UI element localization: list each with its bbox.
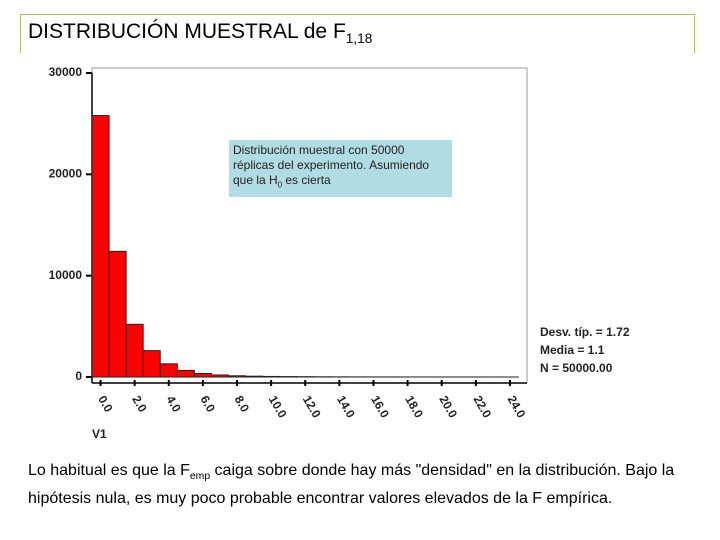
plot-area — [91, 67, 528, 384]
stat-label: Desv. típ. = 1.72 — [540, 325, 630, 339]
bar — [176, 369, 195, 378]
x-tick-label: 6.0 — [198, 393, 219, 415]
annotation: Distribución muestral con 50000 réplicas… — [229, 140, 452, 197]
x-tick-label: 0.0 — [95, 393, 116, 415]
bar — [193, 372, 212, 378]
annotation-sub: 0 — [277, 180, 283, 190]
bar — [108, 250, 127, 378]
x-tick-label: 22.0 — [470, 393, 494, 421]
x-tick-label: 4.0 — [163, 393, 184, 415]
paragraph: Lo habitual es que la Femp caiga sobre d… — [28, 460, 678, 510]
x-tick-label: 12.0 — [300, 393, 324, 421]
bar — [245, 375, 264, 378]
bar — [125, 323, 144, 378]
x-tick-label: 24.0 — [505, 393, 529, 421]
bar — [142, 350, 161, 378]
stat-label: N = 50000.00 — [540, 361, 613, 375]
x-tick-label: 16.0 — [368, 393, 392, 421]
title-sub: 1,18 — [345, 31, 373, 47]
chart: 0 10000 20000 30000 0.0 2.0 4.0 6.0 8.0 10.0 12.0 1… — [49, 65, 630, 441]
paragraph-sub: emp — [189, 471, 211, 483]
y-tick-label: 0 — [75, 369, 82, 383]
bar — [227, 375, 247, 378]
x-tick-label: 20.0 — [436, 393, 460, 421]
annotation-text: es cierta — [282, 173, 331, 187]
title-text: DISTRIBUCIÓN MUESTRAL de F — [28, 20, 346, 43]
annotation-text: Distribución muestral con 50000 réplicas… — [233, 143, 430, 187]
x-tick-label: 10.0 — [266, 393, 290, 421]
x-tick-label: 2.0 — [129, 393, 150, 415]
x-tick-label: 8.0 — [232, 393, 253, 415]
slide-title: DISTRIBUCIÓN MUESTRAL de F1,18 — [28, 20, 372, 46]
paragraph-text: caiga sobre donde hay más "densidad" en … — [28, 462, 675, 508]
title-frame — [20, 14, 695, 53]
x-axis-label: V1 — [92, 427, 107, 441]
bar — [91, 115, 110, 378]
y-tick-label: 30000 — [49, 65, 83, 79]
x-tick-label: 14.0 — [334, 393, 358, 421]
bar — [159, 363, 178, 378]
y-tick-label: 10000 — [49, 268, 83, 282]
paragraph-text: Lo habitual es que la F — [28, 462, 190, 479]
stat-label: Media = 1.1 — [540, 343, 605, 357]
bar — [210, 374, 229, 378]
x-tick-label: 18.0 — [402, 393, 426, 421]
bar — [262, 375, 281, 378]
y-tick-label: 20000 — [49, 167, 83, 181]
